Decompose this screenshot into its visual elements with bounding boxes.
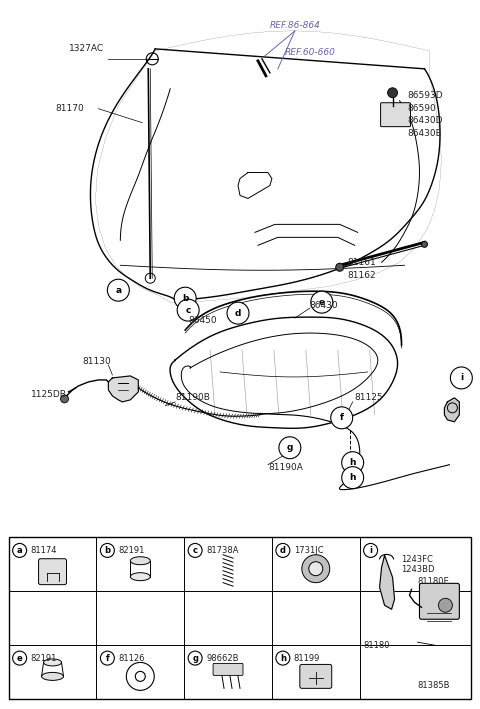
Text: g: g bbox=[192, 654, 198, 663]
Circle shape bbox=[438, 598, 452, 613]
FancyBboxPatch shape bbox=[381, 103, 410, 127]
FancyBboxPatch shape bbox=[38, 559, 67, 585]
Text: c: c bbox=[192, 546, 198, 555]
Text: 81190B: 81190B bbox=[175, 393, 210, 403]
Text: 86430D: 86430D bbox=[408, 116, 443, 125]
Ellipse shape bbox=[44, 659, 61, 666]
Text: 1327AC: 1327AC bbox=[69, 45, 104, 53]
Circle shape bbox=[387, 88, 397, 98]
Circle shape bbox=[227, 302, 249, 324]
Circle shape bbox=[342, 467, 364, 489]
Text: 86590: 86590 bbox=[408, 104, 436, 113]
Text: 86593D: 86593D bbox=[408, 91, 443, 100]
Text: 81180: 81180 bbox=[364, 641, 390, 649]
Circle shape bbox=[108, 279, 129, 301]
Text: e: e bbox=[17, 654, 23, 663]
Polygon shape bbox=[444, 398, 459, 422]
Text: a: a bbox=[17, 546, 23, 555]
Polygon shape bbox=[108, 376, 138, 402]
Text: f: f bbox=[106, 654, 109, 663]
Circle shape bbox=[311, 291, 333, 313]
Polygon shape bbox=[380, 555, 395, 609]
Circle shape bbox=[336, 263, 344, 272]
Circle shape bbox=[302, 554, 330, 583]
Circle shape bbox=[421, 241, 428, 247]
Circle shape bbox=[331, 407, 353, 429]
Text: 81126: 81126 bbox=[119, 654, 145, 663]
FancyBboxPatch shape bbox=[300, 664, 332, 688]
Circle shape bbox=[233, 303, 247, 317]
Text: 81161: 81161 bbox=[348, 258, 376, 267]
Ellipse shape bbox=[130, 557, 150, 564]
Text: i: i bbox=[369, 546, 372, 555]
Circle shape bbox=[60, 395, 69, 403]
Text: h: h bbox=[349, 458, 356, 467]
Text: c: c bbox=[185, 306, 191, 315]
FancyBboxPatch shape bbox=[420, 584, 459, 619]
Text: 86430: 86430 bbox=[310, 301, 338, 310]
Text: f: f bbox=[340, 413, 344, 423]
Text: 81162: 81162 bbox=[348, 271, 376, 280]
Circle shape bbox=[279, 437, 301, 459]
Text: REF.60-660: REF.60-660 bbox=[284, 48, 335, 57]
Text: 98662B: 98662B bbox=[206, 654, 239, 663]
Ellipse shape bbox=[42, 672, 63, 681]
Text: h: h bbox=[280, 654, 286, 663]
Text: 1731JC: 1731JC bbox=[294, 546, 324, 555]
Text: 81738A: 81738A bbox=[206, 546, 239, 555]
Text: a: a bbox=[115, 286, 121, 295]
FancyBboxPatch shape bbox=[213, 664, 243, 676]
Text: 81385B: 81385B bbox=[418, 681, 450, 690]
Text: h: h bbox=[349, 473, 356, 482]
Text: 81190A: 81190A bbox=[268, 463, 303, 472]
Text: 81174: 81174 bbox=[31, 546, 57, 555]
Text: i: i bbox=[460, 374, 463, 382]
Text: 82191: 82191 bbox=[31, 654, 57, 663]
Circle shape bbox=[309, 562, 323, 576]
Circle shape bbox=[450, 367, 472, 389]
Circle shape bbox=[174, 287, 196, 309]
Text: d: d bbox=[235, 308, 241, 318]
Text: b: b bbox=[182, 294, 188, 303]
Text: 86430E: 86430E bbox=[408, 129, 442, 138]
Text: 1125DB: 1125DB bbox=[31, 391, 67, 399]
Text: 81180E: 81180E bbox=[418, 577, 449, 586]
Text: 1243BD: 1243BD bbox=[402, 565, 435, 574]
Text: REF.86-864: REF.86-864 bbox=[269, 21, 320, 30]
Text: d: d bbox=[280, 546, 286, 555]
Text: 81125: 81125 bbox=[355, 393, 384, 403]
Text: 82191: 82191 bbox=[119, 546, 145, 555]
Circle shape bbox=[342, 452, 364, 474]
Text: g: g bbox=[287, 443, 293, 452]
Ellipse shape bbox=[130, 573, 150, 581]
Text: 1243FC: 1243FC bbox=[402, 555, 433, 564]
Text: e: e bbox=[319, 298, 325, 307]
Circle shape bbox=[177, 299, 199, 321]
Text: 86450: 86450 bbox=[188, 316, 217, 325]
Text: 81170: 81170 bbox=[56, 104, 84, 113]
Text: 81130: 81130 bbox=[83, 357, 111, 367]
Bar bbox=[9, 537, 471, 699]
Text: b: b bbox=[104, 546, 110, 555]
Text: 81199: 81199 bbox=[294, 654, 320, 663]
